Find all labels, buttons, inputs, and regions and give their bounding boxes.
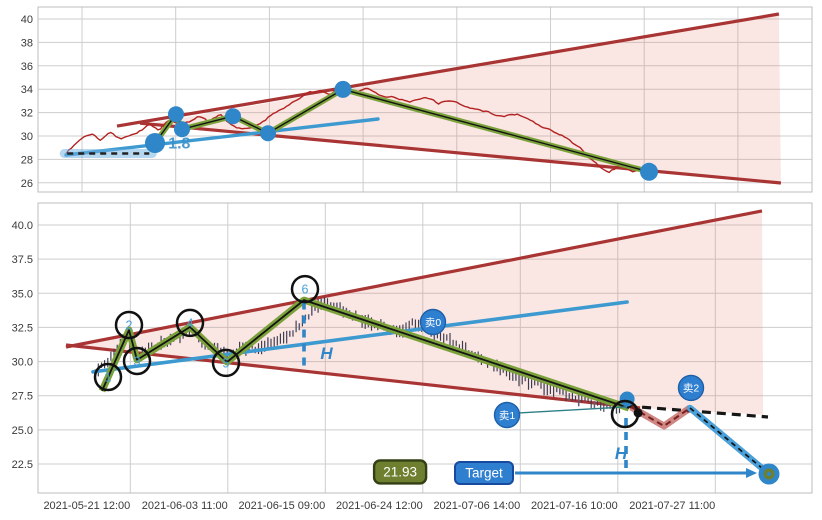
sell-leader-line: [519, 406, 627, 414]
y-tick-label: 26: [21, 178, 33, 190]
x-tick-label: 2021-06-24 12:00: [336, 500, 423, 512]
pivot-number-circle[interactable]: [122, 346, 152, 376]
h-label: H: [615, 444, 628, 463]
sell-marker-label: 卖2: [683, 383, 699, 395]
pivot-dot[interactable]: [334, 80, 352, 98]
pivot-number-circle[interactable]: [211, 348, 241, 378]
y-tick-label: 28: [21, 154, 33, 166]
target-point-center: [766, 471, 772, 477]
pivot-number: 6: [302, 283, 309, 297]
sell-marker[interactable]: [419, 308, 447, 336]
pivot-number: 5: [223, 356, 230, 370]
pivot-dot[interactable]: [145, 133, 165, 153]
x-tick-label: 2021-07-16 10:00: [531, 500, 618, 512]
x-tick-label: 2021-06-03 11:00: [142, 500, 228, 512]
ratio-label: 1.8: [168, 135, 190, 152]
y-tick-label: 27.5: [12, 391, 33, 403]
pivot-number-circle[interactable]: [175, 308, 205, 338]
x-tick-label: 2021-07-27 11:00: [629, 500, 715, 512]
plot-border: [37, 202, 813, 494]
wedge-upper-line: [116, 12, 780, 128]
pivot-dot[interactable]: [174, 121, 190, 138]
pivot-number: 2: [126, 319, 133, 333]
y-tick-label: 35.0: [12, 288, 33, 300]
y-tick-label: 22.5: [12, 459, 33, 471]
pivot-number: 3: [134, 355, 141, 369]
price-target-box: [372, 459, 428, 485]
pivot-number: 4: [187, 316, 194, 330]
upper-price-panel: 40 38 36 34 32 30 28 26 1.8: [21, 6, 813, 193]
sell-marker-label: 卖0: [425, 317, 441, 329]
y-tick-label: 40: [21, 14, 33, 26]
wedge-lower-line: [65, 343, 641, 410]
pivot-dot[interactable]: [225, 108, 241, 125]
h-label: H: [320, 344, 333, 363]
y-tick-label: 30: [21, 131, 33, 143]
projection-dashes: [689, 407, 770, 475]
support-trendline: [91, 300, 629, 374]
y-tick-label: 32.5: [12, 322, 33, 334]
pivot-dot[interactable]: [260, 125, 276, 142]
y-tick-label: 32: [21, 108, 33, 120]
sell-marker-label: 卖1: [499, 410, 515, 422]
y-tick-label: 30.0: [12, 357, 33, 369]
x-tick-label: 2021-05-21 12:00: [43, 500, 130, 512]
lower-wave-panel: 40.0 37.5 35.0 32.5 30.0 27.5 25.0 22.5 2021-05-…: [12, 202, 813, 512]
pivot-dot[interactable]: [640, 162, 658, 181]
pivot-number-circle[interactable]: [114, 310, 144, 340]
pivot-number-circle[interactable]: [93, 362, 123, 392]
breakdown-dashed-line: [626, 404, 769, 419]
y-tick-label: 25.0: [12, 425, 33, 437]
sell-marker[interactable]: [493, 401, 521, 429]
pivot-dot[interactable]: [168, 106, 184, 123]
wedge-upper-line: [65, 209, 763, 349]
plot-border: [37, 6, 813, 193]
target-box: [454, 461, 514, 485]
x-tick-label: 2021-07-06 14:00: [433, 500, 520, 512]
y-tick-label: 36: [21, 61, 33, 73]
breakdown-circle: [610, 399, 640, 429]
zigzag-core: [101, 299, 630, 409]
price-target-value: 21.93: [383, 464, 417, 479]
y-tick-label: 40.0: [12, 220, 33, 232]
y-tick-label: 38: [21, 37, 33, 49]
sell-marker[interactable]: [677, 374, 705, 402]
pivot-number-circle[interactable]: [290, 274, 320, 304]
target-arrowhead: [746, 468, 757, 478]
pivot-number: 1: [105, 371, 112, 385]
y-tick-label: 37.5: [12, 254, 33, 266]
y-tick-label: 34: [21, 84, 33, 96]
target-box-label: Target: [465, 466, 503, 481]
x-tick-label: 2021-06-15 09:00: [238, 500, 325, 512]
wedge-fill: [150, 14, 781, 183]
